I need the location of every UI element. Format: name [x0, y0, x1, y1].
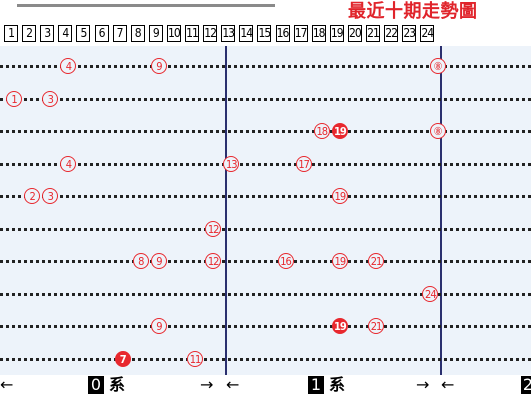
- draw-number-ball: ⑧: [429, 123, 446, 139]
- number-box: 10: [166, 25, 181, 42]
- draw-number-ball: 21: [368, 318, 385, 334]
- number-box: 3: [40, 25, 55, 42]
- draw-number-ball: 19: [331, 318, 348, 334]
- draw-row-line: [0, 162, 531, 166]
- number-box: 8: [130, 25, 145, 42]
- number-box: 2: [22, 25, 37, 42]
- draw-number-ball: 24: [422, 285, 439, 302]
- page-title: 最近十期走勢圖: [348, 1, 478, 22]
- draw-number-ball: 2: [24, 188, 41, 204]
- draw-number-ball: ⑧: [429, 58, 446, 74]
- group-divider-0-1: [225, 46, 227, 376]
- draw-number-ball: 11: [187, 350, 204, 367]
- draw-number-ball: 16: [277, 253, 294, 269]
- draws-panel: [0, 46, 531, 375]
- number-box: 4: [58, 25, 73, 42]
- number-box: 17: [293, 25, 308, 42]
- draw-number-ball: 19: [331, 253, 348, 269]
- number-box: 6: [94, 25, 109, 42]
- draw-number-ball: 3: [42, 188, 59, 204]
- number-box: 22: [384, 25, 399, 42]
- draw-row-line: [0, 130, 531, 133]
- series-1-label: 系: [329, 375, 346, 394]
- series-1-digit: 1: [308, 376, 324, 394]
- draw-row-line: [0, 260, 531, 263]
- draw-row-line: [0, 325, 531, 328]
- number-box: 24: [420, 25, 435, 42]
- number-box: 1: [4, 25, 18, 42]
- draw-number-ball: 17: [295, 155, 312, 172]
- draw-number-ball: 19: [331, 188, 348, 204]
- arrow-left-icon: ←: [226, 375, 240, 394]
- draw-number-ball: 19: [331, 123, 348, 139]
- number-box: 13: [221, 25, 236, 42]
- number-box: 16: [275, 25, 290, 42]
- number-box: 19: [329, 25, 344, 42]
- draw-number-ball: 9: [150, 318, 167, 334]
- draw-row-line: [0, 357, 531, 361]
- arrow-left-icon: ←: [441, 375, 455, 394]
- number-box: 18: [311, 25, 326, 42]
- draw-number-ball: 21: [368, 253, 385, 269]
- draw-number-ball: 4: [60, 58, 77, 74]
- draw-number-ball: 4: [60, 155, 77, 172]
- draw-number-ball: 13: [223, 155, 240, 172]
- number-box: 11: [185, 25, 199, 42]
- number-box: 14: [239, 25, 254, 42]
- number-box: 7: [112, 25, 127, 42]
- draw-row-line: [0, 195, 531, 198]
- draw-number-ball: 12: [205, 220, 222, 237]
- series-0-label: 系: [109, 375, 126, 394]
- arrow-right-icon: →: [416, 375, 430, 394]
- group-divider-1-2: [440, 46, 442, 376]
- draw-number-ball: 9: [150, 253, 167, 269]
- arrow-left-icon: ←: [0, 375, 14, 394]
- draw-number-ball: 18: [313, 123, 330, 139]
- draw-row-line: [0, 97, 531, 101]
- series-0-digit: 0: [88, 376, 104, 394]
- number-box: 20: [347, 25, 362, 42]
- number-box: 9: [148, 25, 163, 42]
- draw-row-line: [0, 292, 531, 296]
- series-2-digit: 2: [521, 376, 531, 394]
- number-box: 12: [203, 25, 218, 42]
- draw-number-ball: 1: [6, 90, 23, 107]
- number-box: 5: [76, 25, 91, 42]
- number-box: 21: [366, 25, 380, 42]
- header-rule: [17, 4, 275, 7]
- series-footer: ← 0 系 → ← 1 系 → ← 2: [0, 375, 531, 394]
- arrow-right-icon: →: [200, 375, 214, 394]
- draw-number-ball: 7: [114, 350, 131, 367]
- draw-number-ball: 3: [42, 90, 59, 107]
- draw-row-line: [0, 227, 531, 231]
- draw-number-ball: 9: [150, 58, 167, 74]
- number-box: 15: [257, 25, 272, 42]
- number-box: 23: [402, 25, 417, 42]
- draw-number-ball: 12: [205, 253, 222, 269]
- draw-number-ball: 8: [132, 253, 149, 269]
- draw-row-line: [0, 65, 531, 68]
